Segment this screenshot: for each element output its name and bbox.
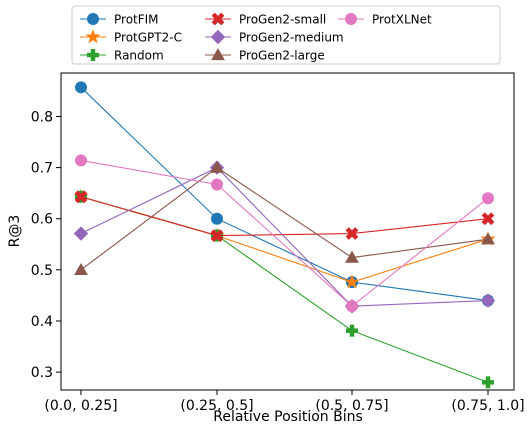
plot-frame	[60, 72, 515, 391]
data-point-progen2-large-shape	[481, 232, 495, 245]
data-point-progen2-small-shape	[345, 227, 359, 240]
legend-marker-shape	[87, 13, 99, 25]
legend-marker	[345, 13, 357, 25]
data-point-random	[482, 376, 494, 389]
data-point-progen2-small-shape	[210, 229, 224, 242]
data-point-protxlnet-shape	[211, 178, 223, 191]
data-point-progen2-small	[74, 190, 88, 204]
y-axis: 0.3 0.4 0.5 0.6 0.7 0.8	[31, 109, 61, 381]
legend-marker-shape	[345, 13, 357, 25]
legend-label: ProGen2-medium	[239, 31, 344, 45]
data-point-protxlnet	[211, 178, 223, 191]
data-point-protgpt2-c-shape	[344, 274, 360, 289]
y-tick-label: 0.3	[31, 365, 53, 381]
legend-label: ProtFIM	[114, 13, 159, 27]
data-point-progen2-large-shape	[74, 262, 88, 276]
x-tick-label: (0.5, 0.75]	[315, 398, 388, 414]
data-point-progen2-large-shape	[345, 250, 359, 263]
legend-item-random: Random	[80, 49, 164, 63]
data-point-random-vbar	[485, 376, 491, 389]
legend-marker	[210, 29, 226, 45]
data-point-protxlnet-shape	[75, 154, 87, 167]
data-point-protxlnet	[346, 300, 358, 313]
data-point-progen2-large	[481, 232, 495, 245]
data-point-progen2-large	[74, 262, 88, 276]
series-line-progen2-large	[80, 166, 489, 271]
data-point-progen2-large-shape	[210, 160, 224, 173]
legend-marker-shape	[211, 12, 225, 26]
legend-label: ProGen2-large	[239, 49, 325, 63]
data-point-progen2-small-shape	[74, 190, 88, 204]
data-point-progen2-large	[345, 250, 359, 263]
data-point-progen2-small	[345, 227, 359, 240]
legend-item-protgpt2-c: ProtGPT2-C	[80, 29, 182, 45]
data-point-progen2-small	[210, 229, 224, 242]
data-point-progen2-small	[481, 212, 495, 226]
data-point-protxlnet	[482, 192, 494, 205]
data-point-progen2-medium	[73, 226, 89, 241]
series-protxlnet	[75, 154, 494, 313]
series-line-progen2-medium	[80, 166, 489, 307]
legend-marker	[87, 49, 99, 61]
data-point-progen2-medium	[480, 293, 496, 308]
legend-label: ProtXLNet	[372, 13, 432, 27]
data-point-random-vbar	[349, 324, 355, 337]
legend-marker-shape	[85, 29, 101, 44]
legend-marker-shape	[210, 29, 226, 45]
x-axis-label: Relative Position Bins	[213, 409, 363, 425]
legend-label: ProtGPT2-C	[114, 31, 182, 45]
legend-marker-vbar	[90, 49, 96, 61]
legend-marker-shape	[211, 48, 225, 61]
data-point-protxlnet-shape	[346, 300, 358, 313]
series-progen2-large	[74, 160, 495, 276]
legend-label: Random	[114, 49, 164, 63]
data-point-protfim-shape	[75, 81, 87, 94]
legend: ProtFIM ProtGPT2-C Random ProGen2-small ProG…	[71, 5, 501, 65]
x-axis: (0.0, 0.25] (0.25, 0.5] (0.5, 0.75] (0.75, …	[44, 390, 525, 414]
x-tick-label: (0.25, 0.5]	[180, 398, 253, 414]
series-progen2-small	[74, 190, 495, 242]
y-tick-label: 0.6	[31, 212, 53, 228]
legend-item-protxlnet: ProtXLNet	[338, 13, 432, 27]
legend-marker	[211, 48, 225, 61]
data-point-protxlnet-shape	[482, 192, 494, 205]
legend-item-progen2-small: ProGen2-small	[205, 13, 326, 27]
data-point-protfim-shape	[211, 212, 223, 225]
data-point-protfim	[75, 81, 87, 94]
data-point-protgpt2-c	[344, 274, 360, 289]
data-point-protfim	[211, 212, 223, 225]
legend-marker	[87, 13, 99, 25]
plot-area	[60, 72, 515, 391]
data-point-progen2-medium-shape	[480, 293, 496, 308]
data-point-progen2-medium-shape	[73, 226, 89, 241]
data-point-protxlnet	[75, 154, 87, 167]
series-line-progen2-small	[80, 196, 489, 237]
series-line-protfim	[80, 86, 489, 302]
legend-marker	[85, 29, 101, 44]
series-line-protxlnet	[80, 159, 489, 307]
legend-item-progen2-large: ProGen2-large	[205, 48, 325, 63]
data-point-random	[346, 324, 358, 337]
legend-label: ProGen2-small	[239, 13, 326, 27]
data-point-progen2-large	[210, 160, 224, 173]
y-tick-label: 0.8	[31, 109, 53, 125]
data-point-progen2-small-shape	[481, 212, 495, 226]
legend-frame	[71, 5, 501, 65]
y-axis-label: R@3	[7, 215, 23, 248]
legend-item-protfim: ProtFIM	[80, 13, 159, 27]
legend-marker	[211, 12, 225, 26]
legend-item-progen2-medium: ProGen2-medium	[205, 29, 344, 45]
x-tick-label: (0.75, 1.0]	[451, 398, 524, 414]
y-tick-label: 0.7	[31, 161, 53, 177]
y-tick-label: 0.4	[31, 314, 53, 330]
x-tick-label: (0.0, 0.25]	[44, 398, 117, 414]
series-layer	[73, 81, 496, 389]
y-tick-label: 0.5	[31, 263, 53, 279]
